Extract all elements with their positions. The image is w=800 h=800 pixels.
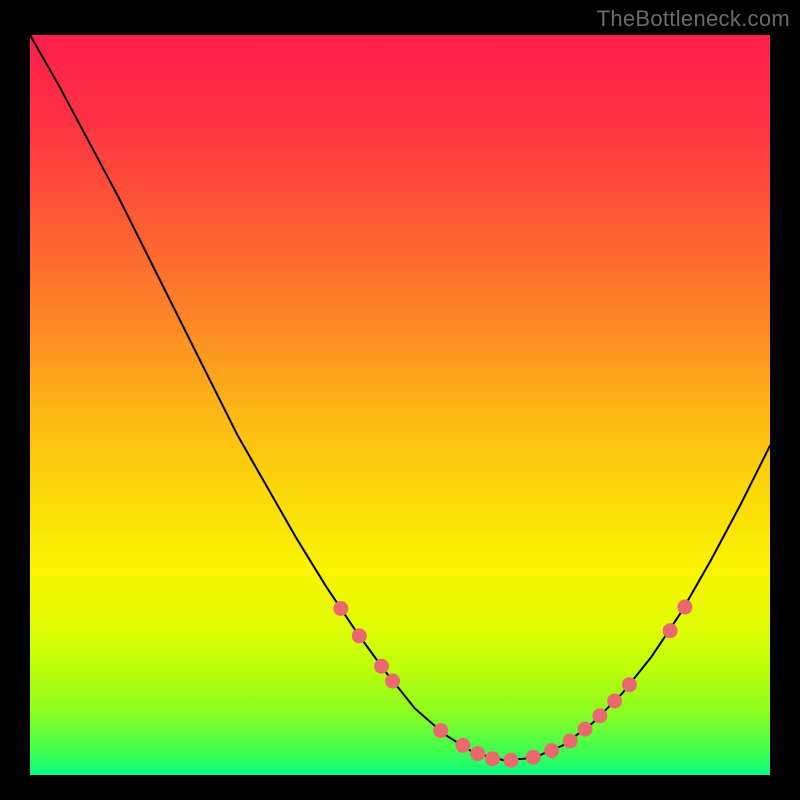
data-marker xyxy=(563,733,578,748)
data-marker xyxy=(470,746,485,761)
chart-container: TheBottleneck.com xyxy=(0,0,800,800)
data-marker xyxy=(677,600,692,615)
data-marker xyxy=(385,674,400,689)
data-marker xyxy=(485,751,500,766)
chart-background xyxy=(30,35,770,775)
watermark-label: TheBottleneck.com xyxy=(597,6,790,32)
data-marker xyxy=(607,694,622,709)
data-marker xyxy=(504,753,519,768)
data-marker xyxy=(433,723,448,738)
data-marker xyxy=(578,722,593,737)
data-marker xyxy=(663,623,678,638)
bottleneck-chart xyxy=(0,0,800,800)
data-marker xyxy=(622,677,637,692)
data-marker xyxy=(455,738,470,753)
data-marker xyxy=(526,750,541,765)
data-marker xyxy=(374,659,389,674)
data-marker xyxy=(592,708,607,723)
data-marker xyxy=(352,628,367,643)
data-marker xyxy=(333,601,348,616)
data-marker xyxy=(544,743,559,758)
